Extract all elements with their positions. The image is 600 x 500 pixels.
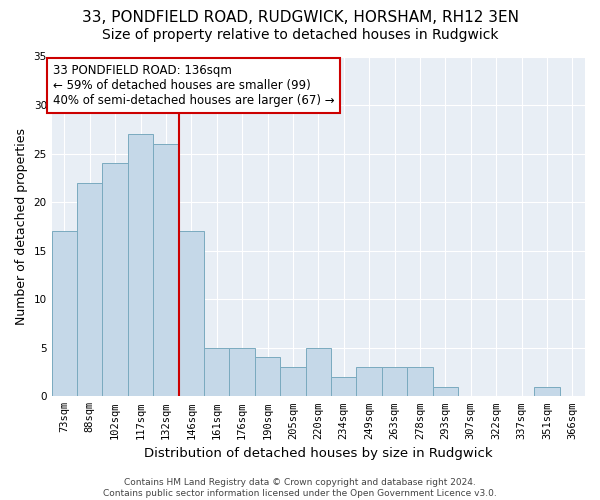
Bar bbox=[103, 164, 128, 396]
Bar bbox=[52, 232, 77, 396]
Bar bbox=[534, 386, 560, 396]
Bar bbox=[153, 144, 179, 397]
Bar bbox=[77, 182, 103, 396]
Bar bbox=[204, 348, 229, 397]
Bar bbox=[331, 377, 356, 396]
Bar bbox=[255, 358, 280, 397]
X-axis label: Distribution of detached houses by size in Rudgwick: Distribution of detached houses by size … bbox=[144, 447, 493, 460]
Text: Size of property relative to detached houses in Rudgwick: Size of property relative to detached ho… bbox=[102, 28, 498, 42]
Bar bbox=[356, 367, 382, 396]
Text: Contains HM Land Registry data © Crown copyright and database right 2024.
Contai: Contains HM Land Registry data © Crown c… bbox=[103, 478, 497, 498]
Bar bbox=[179, 232, 204, 396]
Bar bbox=[229, 348, 255, 397]
Bar bbox=[407, 367, 433, 396]
Bar bbox=[280, 367, 305, 396]
Text: 33 PONDFIELD ROAD: 136sqm
← 59% of detached houses are smaller (99)
40% of semi-: 33 PONDFIELD ROAD: 136sqm ← 59% of detac… bbox=[53, 64, 335, 108]
Bar bbox=[382, 367, 407, 396]
Bar bbox=[433, 386, 458, 396]
Text: 33, PONDFIELD ROAD, RUDGWICK, HORSHAM, RH12 3EN: 33, PONDFIELD ROAD, RUDGWICK, HORSHAM, R… bbox=[82, 10, 518, 25]
Bar bbox=[305, 348, 331, 397]
Y-axis label: Number of detached properties: Number of detached properties bbox=[15, 128, 28, 325]
Bar bbox=[128, 134, 153, 396]
